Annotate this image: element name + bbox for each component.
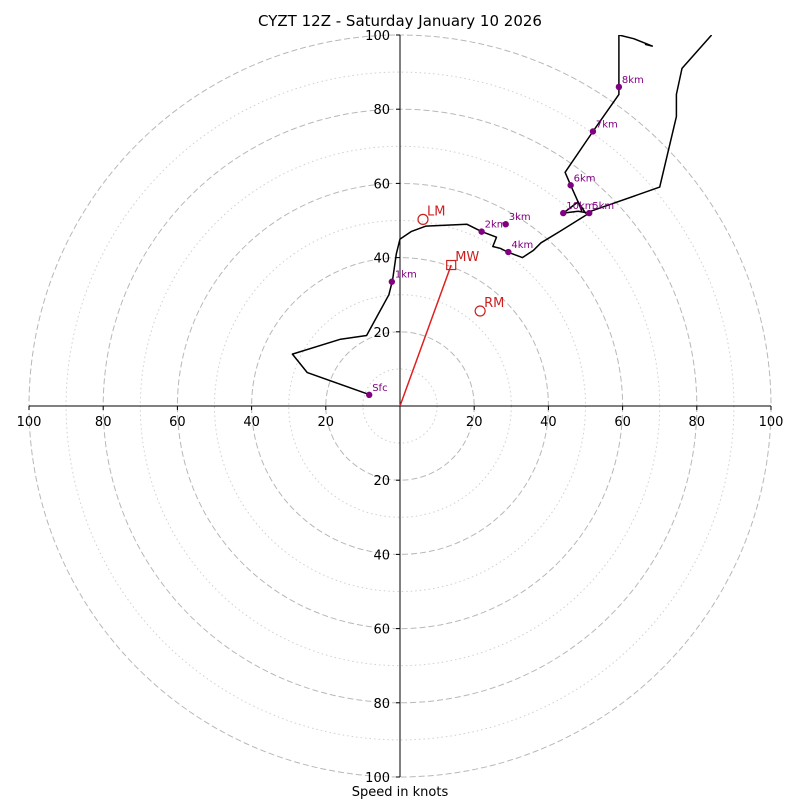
- height-label-4km: 4km: [511, 240, 533, 251]
- height-label-7km: 7km: [596, 119, 618, 130]
- y-tick-label: 20: [373, 326, 390, 341]
- x-axis-label: Speed in knots: [352, 785, 449, 800]
- hodograph-trace: [291, 35, 713, 396]
- height-label-3km: 3km: [509, 212, 531, 223]
- y-tick-label: 80: [373, 697, 390, 712]
- tick-labels: 100 80 60 40 20 20 40 60 80 100 20 40 60 80 100 20 40 60 8…: [17, 29, 784, 786]
- height-marker-8km: [615, 83, 623, 91]
- height-label-5km: 5km: [592, 201, 614, 212]
- x-tick-label: 80: [95, 415, 112, 430]
- y-tick-label: 100: [365, 771, 390, 786]
- height-marker-3km: [502, 221, 509, 228]
- storm-motion-markers: LM RM MW: [399, 204, 504, 407]
- height-marker-2km: [478, 228, 485, 235]
- x-tick-label: 80: [689, 415, 706, 430]
- y-tick-label: 100: [365, 29, 390, 44]
- x-tick-label: 60: [169, 415, 186, 430]
- height-label-Sfc: Sfc: [372, 383, 387, 394]
- trace-line: [291, 35, 713, 396]
- x-tick-label: 20: [318, 415, 335, 430]
- x-tick-label: 40: [243, 415, 260, 430]
- storm-motion-LM: [417, 213, 429, 225]
- y-tick-label: 20: [373, 474, 390, 489]
- height-marker-4km: [505, 248, 512, 256]
- y-tick-label: 40: [373, 252, 390, 267]
- height-marker-Sfc: [366, 391, 373, 399]
- height-label-6km: 6km: [574, 173, 596, 184]
- y-tick-label: 60: [373, 623, 390, 638]
- y-tick-label: 60: [373, 177, 390, 192]
- x-tick-label: 100: [759, 415, 784, 430]
- trace-line-upper: [564, 35, 654, 212]
- storm-motion-label-RM: RM: [484, 296, 504, 311]
- x-tick-label: 60: [614, 415, 631, 430]
- storm-motion-label-LM: LM: [427, 204, 445, 219]
- storm-motion-MW: [446, 259, 457, 271]
- x-tick-label: 20: [466, 415, 483, 430]
- y-tick-label: 40: [373, 548, 390, 563]
- height-marker-7km: [589, 128, 597, 135]
- height-label-1km: 1km: [395, 270, 417, 281]
- y-tick-label: 80: [373, 103, 390, 118]
- mean-wind-vector: [399, 264, 452, 407]
- height-marker-5km: [586, 209, 593, 217]
- height-marker-1km: [388, 278, 396, 285]
- chart-title: CYZT 12Z - Saturday January 10 2026: [258, 12, 542, 30]
- storm-motion-RM: [474, 305, 486, 317]
- x-tick-label: 40: [540, 415, 557, 430]
- storm-motion-label-MW: MW: [455, 250, 479, 265]
- height-label-8km: 8km: [622, 75, 644, 86]
- x-tick-label: 100: [17, 415, 42, 430]
- height-marker-6km: [567, 182, 574, 189]
- height-label-10km: 10km: [566, 201, 594, 212]
- height-marker-10km: [560, 209, 567, 217]
- height-label-2km: 2km: [485, 220, 507, 231]
